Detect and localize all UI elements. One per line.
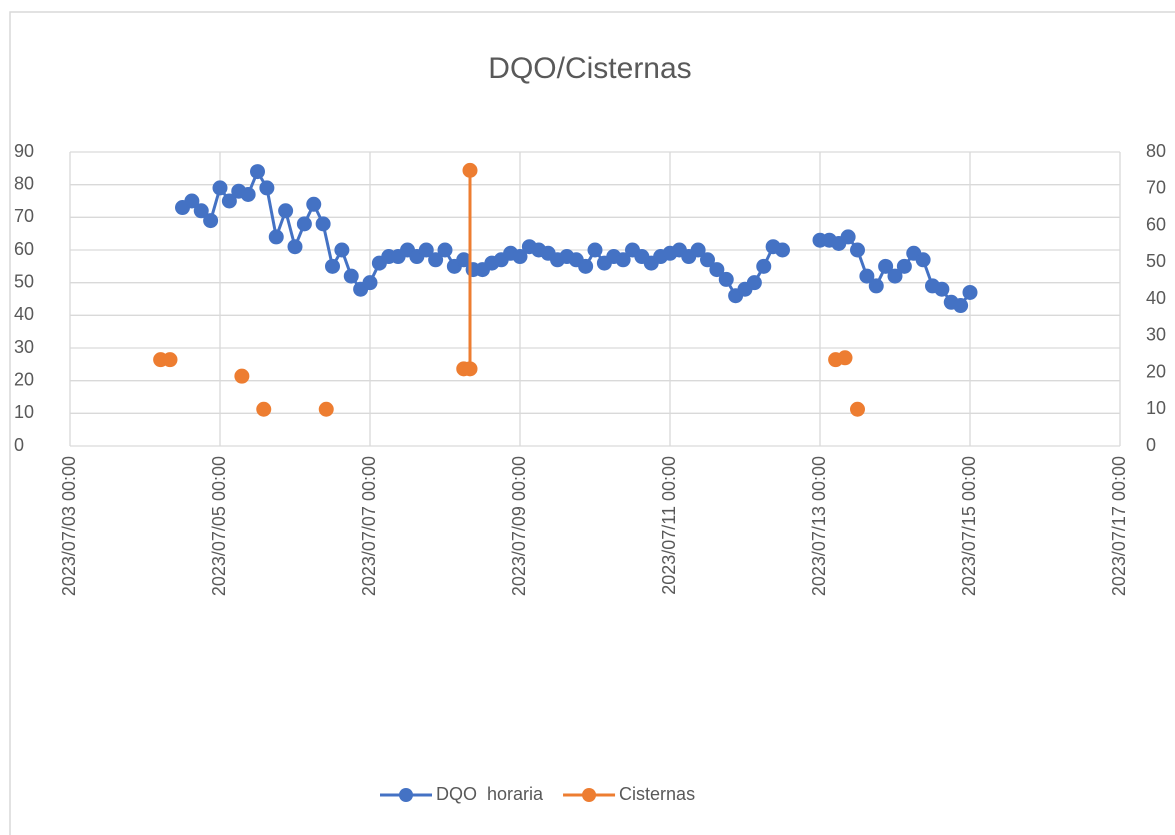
marker [840,229,856,245]
marker [437,242,453,258]
marker [456,252,472,268]
marker [318,401,334,417]
y2-tick-label: 80 [1146,141,1166,161]
x-tick-label: 2023/07/03 00:00 [59,456,79,596]
marker [278,203,294,219]
marker [962,284,978,300]
y2-tick-label: 60 [1146,214,1166,234]
y-tick-label: 40 [14,304,34,324]
y2-tick-label: 40 [1146,288,1166,308]
marker [775,242,790,258]
marker [362,275,378,291]
marker [221,193,237,209]
marker [162,352,178,368]
legend-label: DQO horaria [436,784,544,804]
marker [756,258,772,274]
y-tick-label: 70 [14,206,34,226]
y-tick-label: 50 [14,271,34,291]
marker [193,203,209,219]
x-tick-label: 2023/07/15 00:00 [959,456,979,596]
x-tick-label: 2023/07/13 00:00 [809,456,829,596]
marker [587,242,603,258]
marker [887,268,903,284]
y-tick-label: 60 [14,239,34,259]
marker [578,258,594,274]
y2-tick-label: 50 [1146,251,1166,271]
marker [859,268,875,284]
marker [306,196,322,212]
marker [325,258,340,274]
y2-tick-label: 10 [1146,398,1166,418]
marker [837,350,853,366]
marker [878,258,894,274]
y2-tick-label: 0 [1146,435,1156,455]
chart-frame [9,11,1175,835]
x-tick-label: 2023/07/07 00:00 [359,456,379,596]
legend-label: Cisternas [619,784,695,804]
marker [184,193,200,209]
marker [234,368,250,384]
chart-title: DQO/Cisternas [488,52,691,85]
marker [428,252,444,268]
legend-marker [582,788,597,802]
marker [343,268,359,284]
y2-tick-label: 20 [1146,361,1166,381]
marker [250,164,265,180]
y-tick-label: 0 [14,435,24,455]
marker [259,180,275,196]
marker [850,401,865,417]
marker [240,186,256,202]
marker [868,278,884,294]
y2-tick-label: 70 [1146,178,1166,198]
marker [718,271,734,287]
marker [746,275,762,291]
x-tick-label: 2023/07/05 00:00 [209,456,229,596]
marker [418,242,434,258]
y-tick-label: 80 [14,173,34,193]
marker [615,252,631,268]
marker [287,239,303,255]
marker [462,162,478,178]
marker [915,252,931,268]
marker [896,258,912,274]
marker [512,249,528,265]
marker [296,216,312,232]
x-tick-label: 2023/07/17 00:00 [1109,456,1129,596]
marker [709,262,725,278]
x-tick-label: 2023/07/09 00:00 [509,456,529,596]
marker [953,298,969,314]
y2-tick-label: 30 [1146,325,1166,345]
marker [268,229,284,245]
y-tick-label: 30 [14,337,34,357]
marker [850,242,865,258]
marker [934,281,950,297]
marker [315,216,331,232]
marker [462,361,478,377]
y-tick-label: 90 [14,141,34,161]
marker [334,242,350,258]
y-tick-label: 10 [14,402,34,422]
marker [203,213,219,229]
marker [256,401,272,417]
marker [690,242,706,258]
marker [700,252,715,268]
legend-marker [399,788,413,802]
marker [212,180,228,196]
x-tick-label: 2023/07/11 00:00 [659,456,679,595]
y-tick-label: 20 [14,369,34,389]
